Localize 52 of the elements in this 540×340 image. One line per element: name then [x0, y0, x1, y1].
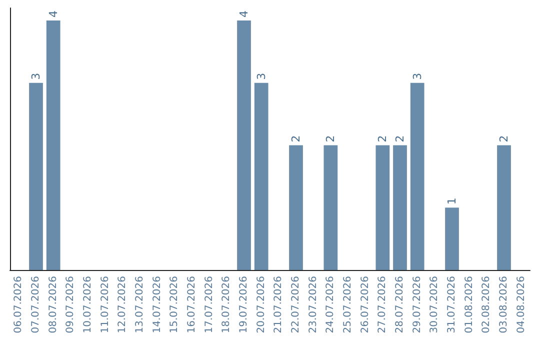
data-label: 3 — [254, 72, 268, 80]
data-label: 4 — [238, 10, 250, 18]
x-tick-label: 13.07.2026 — [134, 276, 146, 334]
data-label: 2 — [376, 135, 390, 142]
data-label: 2 — [498, 135, 510, 142]
x-tick-label: 01.08.2026 — [464, 276, 475, 334]
x-tick-label: 24.07.2026 — [325, 276, 336, 334]
bar — [289, 145, 303, 270]
bar — [29, 82, 43, 270]
x-tick-label: 10.07.2026 — [82, 276, 94, 334]
x-tick-label: 09.07.2026 — [65, 276, 76, 334]
x-tick-label: 23.07.2026 — [308, 276, 319, 334]
data-label: 2 — [324, 135, 338, 142]
bar — [410, 82, 424, 270]
x-tick-label: 29.07.2026 — [412, 276, 423, 334]
bar — [254, 82, 268, 270]
x-tick-label: 17.07.2026 — [204, 276, 215, 334]
data-label: 3 — [410, 72, 424, 80]
x-tick-label: 06.07.2026 — [13, 276, 24, 334]
x-tick-label: 04.08.2026 — [516, 276, 527, 334]
x-tick-label: 15.07.2026 — [169, 276, 180, 334]
x-tick-label: 30.07.2026 — [429, 276, 440, 334]
data-label: 2 — [290, 135, 302, 142]
x-tick-label: 07.07.2026 — [30, 276, 42, 334]
x-tick-label: 27.07.2026 — [377, 276, 388, 334]
x-tick-label: 14.07.2026 — [152, 276, 163, 334]
x-tick-label: 28.07.2026 — [394, 276, 406, 334]
data-label: 3 — [30, 72, 42, 80]
x-tick-label: 03.08.2026 — [498, 276, 510, 334]
x-tick-label: 25.07.2026 — [342, 276, 354, 334]
bar — [46, 20, 60, 270]
bar — [393, 145, 407, 270]
bar — [237, 20, 251, 270]
x-tick-label: 16.07.2026 — [186, 276, 198, 334]
x-tick-label: 21.07.2026 — [273, 276, 284, 334]
x-tick-label: 22.07.2026 — [290, 276, 302, 334]
bar — [376, 145, 390, 270]
x-tick-label: 08.07.2026 — [48, 276, 59, 334]
x-tick-label: 19.07.2026 — [238, 276, 250, 334]
bar — [497, 145, 511, 270]
x-tick-label: 18.07.2026 — [221, 276, 232, 334]
data-label: 2 — [394, 135, 406, 142]
x-tick-label: 02.08.2026 — [481, 276, 492, 334]
x-tick-label: 20.07.2026 — [256, 276, 267, 334]
data-label: 4 — [46, 10, 60, 18]
bar — [324, 145, 338, 270]
x-tick-label: 26.07.2026 — [360, 276, 371, 334]
data-label: 1 — [446, 198, 458, 205]
x-tick-label: 12.07.2026 — [117, 276, 128, 334]
x-tick-label: 11.07.2026 — [100, 276, 111, 334]
x-tick-label: 31.07.2026 — [446, 276, 458, 334]
bar — [445, 208, 459, 270]
